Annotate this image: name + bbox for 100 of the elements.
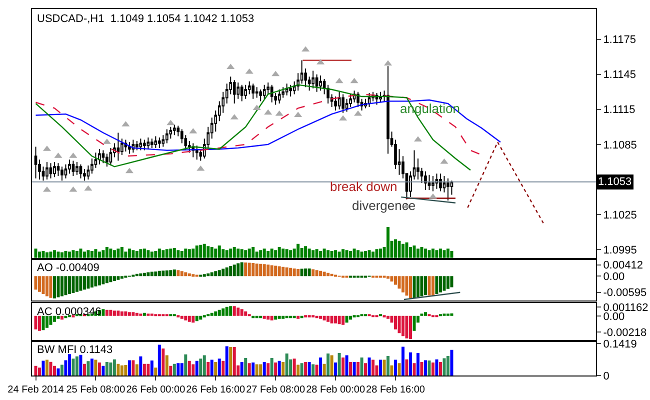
bar <box>188 316 191 322</box>
candlestick <box>64 164 68 179</box>
bar <box>379 360 382 376</box>
bar <box>240 362 244 376</box>
bar <box>405 359 408 376</box>
bar <box>90 251 94 258</box>
candlestick <box>334 96 337 112</box>
bar <box>79 276 82 291</box>
bar <box>52 316 56 322</box>
bar <box>308 268 311 276</box>
bar <box>210 312 214 316</box>
bar <box>330 316 334 324</box>
bar <box>165 270 168 276</box>
bar <box>45 276 48 296</box>
bar <box>199 358 202 376</box>
bar <box>38 316 41 331</box>
bar <box>60 252 64 258</box>
bar <box>116 276 120 280</box>
bar <box>435 250 438 258</box>
bar <box>278 266 281 276</box>
y-tick-label: -0.00218 <box>603 327 647 340</box>
bar <box>188 249 191 258</box>
bar <box>296 316 300 319</box>
y-tick-label: 1.1175 <box>603 34 636 46</box>
bar <box>424 312 427 316</box>
bar <box>274 250 278 258</box>
candlestick <box>338 91 341 110</box>
bar <box>109 276 112 282</box>
point <box>264 109 272 115</box>
bar <box>315 249 318 258</box>
bar <box>244 311 248 316</box>
candlestick <box>128 142 131 154</box>
bar <box>322 364 326 376</box>
bar <box>326 353 330 376</box>
bar <box>416 276 420 298</box>
candlestick <box>240 84 244 102</box>
bar <box>319 270 322 276</box>
point <box>245 68 254 74</box>
bar <box>90 276 94 288</box>
candlestick <box>165 128 168 144</box>
bar <box>319 251 322 258</box>
bar <box>338 353 341 376</box>
bar <box>368 358 371 376</box>
bar <box>394 276 398 285</box>
bar <box>102 250 105 258</box>
bar <box>218 245 221 258</box>
bar <box>428 250 431 258</box>
bar <box>86 361 90 376</box>
x-tick-label: 27 Feb 08:00 <box>246 384 306 396</box>
candlestick <box>435 173 438 190</box>
candlestick <box>76 161 78 176</box>
bar <box>364 363 368 376</box>
y-tick-label: 1.1085 <box>603 139 637 152</box>
chart-title: USDCAD-,H1 1.1049 1.1054 1.1042 1.1053 <box>37 13 254 25</box>
candlestick <box>116 132 120 162</box>
bar <box>312 250 315 258</box>
bar <box>105 310 108 316</box>
bar <box>52 250 56 258</box>
bar <box>60 276 64 296</box>
bar <box>270 248 274 258</box>
bar <box>135 312 138 316</box>
bar <box>105 247 108 258</box>
bar <box>86 250 90 258</box>
bar <box>75 276 78 292</box>
bar <box>270 265 274 276</box>
point <box>166 120 175 126</box>
bar <box>184 316 188 320</box>
candlestick <box>60 166 64 182</box>
bar <box>296 244 300 258</box>
bar <box>180 251 184 258</box>
bar <box>34 276 38 290</box>
bar <box>266 264 270 276</box>
bar <box>112 276 116 281</box>
annotation: break down <box>330 179 398 194</box>
bar <box>112 250 116 258</box>
bar <box>146 364 150 376</box>
candlestick <box>315 74 318 92</box>
annotation: divergence <box>352 198 416 213</box>
bar <box>364 251 368 258</box>
point <box>226 64 235 70</box>
candlestick <box>262 84 266 100</box>
bar <box>255 364 258 376</box>
bar <box>270 358 274 376</box>
bar <box>210 272 214 276</box>
bar <box>210 360 214 376</box>
candlestick <box>255 86 258 98</box>
bar <box>214 311 218 316</box>
candlestick <box>46 161 48 180</box>
candlestick <box>349 94 352 108</box>
bar <box>116 364 120 376</box>
bar <box>124 311 128 316</box>
bar <box>240 262 244 276</box>
bar <box>68 276 71 294</box>
bar <box>289 250 292 258</box>
x-tick-label: 26 Feb 16:00 <box>186 384 246 396</box>
bar <box>120 276 124 279</box>
bar <box>266 316 270 320</box>
candlestick <box>379 91 382 103</box>
bar <box>446 356 450 376</box>
bar <box>169 248 172 258</box>
